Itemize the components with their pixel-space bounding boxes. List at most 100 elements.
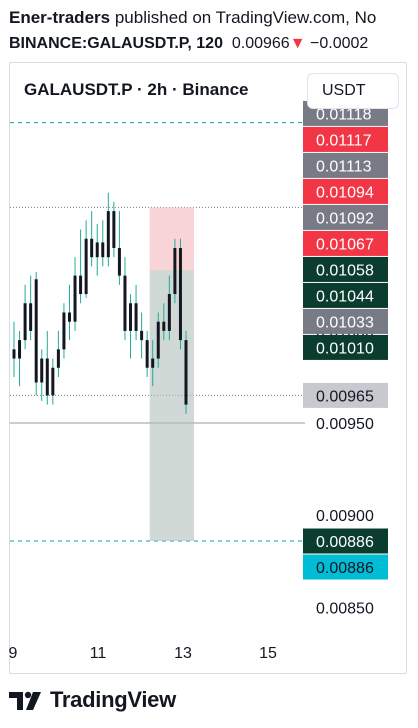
candle bbox=[95, 224, 99, 276]
candle-body bbox=[112, 211, 116, 248]
candle bbox=[12, 321, 16, 377]
price-tag-background bbox=[303, 256, 388, 282]
chart-frame bbox=[9, 62, 407, 674]
candle bbox=[67, 284, 71, 341]
candle-body bbox=[129, 303, 133, 331]
tradingview-logo-icon[interactable] bbox=[9, 688, 45, 714]
candle bbox=[18, 330, 22, 387]
candle-body bbox=[62, 312, 66, 350]
candle-body bbox=[67, 312, 71, 322]
price-tag: 0.01058 bbox=[303, 256, 388, 282]
author-name[interactable]: Ener-traders bbox=[9, 8, 111, 27]
candle-body bbox=[151, 358, 155, 368]
candle-body bbox=[18, 340, 22, 359]
candle bbox=[101, 220, 105, 267]
x-tick-label: 13 bbox=[174, 645, 192, 662]
candle bbox=[129, 294, 133, 359]
candle-body bbox=[101, 242, 105, 258]
symbol-line: BINANCE:GALAUSDT.P, 120 0.00966▼ −0.0002 bbox=[9, 34, 368, 54]
chart-legend-title: GALAUSDT.P · 2h · Binance bbox=[24, 80, 249, 99]
price-tag-label: 0.00886 bbox=[316, 560, 374, 577]
candle bbox=[79, 229, 83, 304]
candle bbox=[23, 284, 27, 350]
price-tag-label: 0.01033 bbox=[316, 314, 374, 331]
last-price: 0.00966 bbox=[231, 35, 290, 52]
x-tick-label: 11 bbox=[90, 645, 107, 662]
candle-body bbox=[40, 358, 44, 383]
candle-body bbox=[123, 275, 127, 331]
candle-body bbox=[29, 303, 33, 331]
price-tag: 0.01044 bbox=[303, 282, 388, 308]
price-change: −0.0002 bbox=[310, 35, 369, 52]
price-tag-background bbox=[303, 204, 388, 230]
candle bbox=[34, 271, 38, 396]
candle-body bbox=[79, 275, 83, 295]
x-tick-label: 9 bbox=[9, 645, 18, 662]
candle-body bbox=[12, 349, 16, 359]
price-tag-label: 0.01058 bbox=[316, 262, 374, 279]
down-arrow-icon: ▼ bbox=[289, 35, 306, 52]
candle-body bbox=[95, 242, 99, 258]
candle bbox=[73, 257, 77, 331]
candle-body bbox=[51, 367, 55, 396]
currency-selector[interactable]: USDT bbox=[307, 73, 399, 109]
candle-body bbox=[140, 330, 144, 341]
symbol-interval: BINANCE:GALAUSDT.P, 120 bbox=[9, 35, 223, 52]
candle bbox=[151, 340, 155, 387]
candle bbox=[140, 312, 144, 359]
candle bbox=[106, 192, 110, 267]
candle bbox=[178, 238, 182, 350]
candle-body bbox=[134, 303, 138, 331]
candle bbox=[145, 330, 149, 377]
candle bbox=[134, 284, 138, 341]
price-tag-background bbox=[303, 152, 388, 178]
candle-body bbox=[34, 279, 38, 383]
price-tag: 0.00965 bbox=[303, 382, 388, 408]
y-tick-label: 0.00850 bbox=[316, 600, 374, 617]
candle bbox=[184, 330, 188, 414]
price-tag: 0.01010 bbox=[303, 334, 388, 360]
price-tag: 0.01067 bbox=[303, 230, 388, 256]
price-tag-label: 0.01010 bbox=[316, 340, 374, 357]
price-tag-label: 0.01117 bbox=[316, 132, 372, 149]
publisher-line: Ener-traders published on TradingView.co… bbox=[9, 8, 376, 28]
price-tag-label: 0.01092 bbox=[316, 210, 374, 227]
candle-body bbox=[23, 303, 27, 341]
price-tag-background bbox=[303, 554, 388, 580]
candle bbox=[40, 349, 44, 401]
candle-body bbox=[167, 294, 171, 331]
candle-body bbox=[145, 340, 149, 368]
price-tag: 0.00886 bbox=[303, 528, 388, 554]
price-tag: 0.01094 bbox=[303, 178, 388, 204]
candle-body bbox=[173, 247, 177, 295]
published-on-text: published on TradingView.com, No bbox=[114, 8, 377, 27]
candle-body bbox=[178, 247, 182, 341]
price-tag-background bbox=[303, 382, 388, 408]
stop-loss-zone bbox=[149, 207, 194, 271]
candle-body bbox=[45, 358, 49, 396]
candle bbox=[117, 211, 121, 285]
x-tick-label: 15 bbox=[259, 645, 277, 662]
candle bbox=[51, 358, 55, 405]
price-tag-background bbox=[303, 282, 388, 308]
candle bbox=[56, 330, 60, 377]
price-tag-background bbox=[303, 126, 388, 152]
candle bbox=[167, 275, 171, 341]
price-tag-label: 0.00965 bbox=[316, 388, 374, 405]
price-tag-label: 0.00886 bbox=[316, 534, 374, 551]
candle-body bbox=[162, 321, 166, 331]
candle-body bbox=[73, 275, 77, 322]
y-tick-label: 0.00900 bbox=[316, 508, 374, 525]
price-tag-background bbox=[303, 334, 388, 360]
price-tag: 0.00886 bbox=[303, 554, 388, 580]
candle bbox=[173, 238, 177, 304]
candle bbox=[156, 312, 160, 368]
candle-body bbox=[84, 238, 88, 295]
tradingview-wordmark[interactable]: TradingView bbox=[50, 687, 176, 712]
candle bbox=[90, 211, 94, 267]
candle bbox=[45, 330, 49, 405]
candle-body bbox=[156, 321, 160, 359]
candle bbox=[112, 201, 116, 258]
candle bbox=[62, 303, 66, 359]
